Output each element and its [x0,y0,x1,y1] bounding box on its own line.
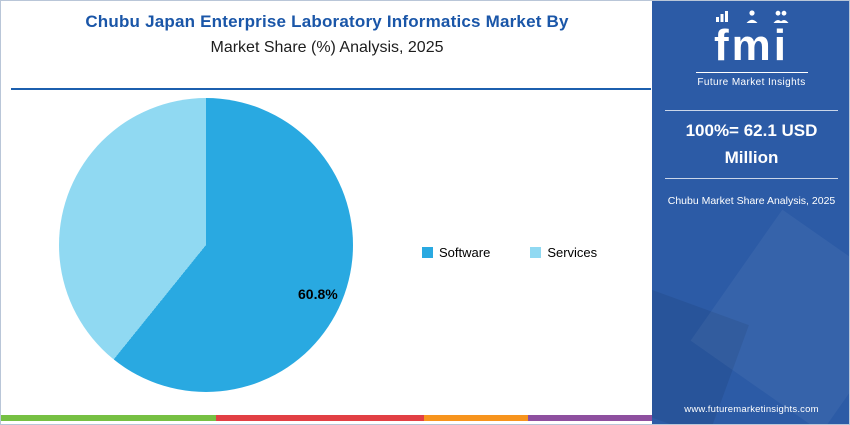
fmi-logo: fmi Future Market Insights [652,1,849,89]
logo-rule [695,72,808,74]
stripe-segment [528,415,652,421]
brand-sidebar: fmi Future Market Insights 100%= 62.1 US… [652,1,849,424]
chart-legend: Software Services [422,245,597,260]
stripe-segment [1,415,216,421]
stripe-segment [424,415,529,421]
website-url: www.futuremarketinsights.com [684,404,819,415]
pie-slice-label: 60.8% [298,286,338,302]
legend-label-services: Services [547,245,598,260]
person-icon [746,10,757,23]
chart-title-line2: Market Share (%) Analysis, 2025 [210,39,444,56]
header-underline [11,88,651,90]
legend-swatch-software [422,247,433,258]
person-chart-icon [715,11,728,22]
legend-item-services: Services [530,245,597,260]
market-size-stat: 100%= 62.1 USD Million [652,111,849,178]
pie-chart [59,98,353,392]
legend-swatch-services [530,247,542,258]
stripe-segment [215,415,425,421]
market-size-line1: 100%= 62.1 USD [685,121,818,141]
two-people-icon [773,10,788,23]
logo-people-icons [652,9,849,23]
chart-title-line1: Chubu Japan Enterprise Laboratory Inform… [85,12,569,31]
market-size-line2: Million [724,147,779,167]
sidebar-divider-bottom [665,177,838,179]
legend-label-software: Software [439,245,491,260]
sidebar-caption: Chubu Market Share Analysis, 2025 [667,194,836,207]
logo-subtext: Future Market Insights [697,77,806,89]
legend-item-software: Software [422,245,490,260]
logo-wordmark: fmi [714,21,789,70]
chart-header: Chubu Japan Enterprise Laboratory Inform… [1,1,653,57]
sidebar-divider-top [665,110,838,112]
footer-stripe [1,415,652,421]
